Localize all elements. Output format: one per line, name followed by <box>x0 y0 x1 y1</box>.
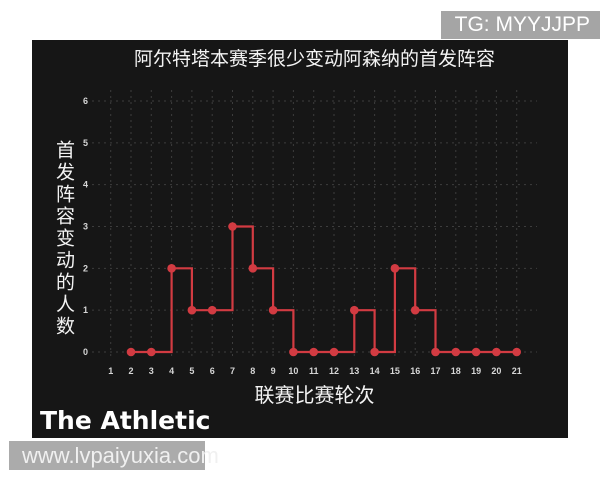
svg-text:6: 6 <box>210 366 215 376</box>
svg-text:14: 14 <box>370 366 380 376</box>
telegram-badge: TG: MYYJJPP <box>440 11 600 39</box>
svg-text:17: 17 <box>430 366 440 376</box>
svg-text:0: 0 <box>83 347 88 357</box>
svg-text:3: 3 <box>83 222 88 232</box>
svg-text:1: 1 <box>108 366 113 376</box>
svg-text:19: 19 <box>471 366 481 376</box>
svg-text:8: 8 <box>250 366 255 376</box>
svg-text:18: 18 <box>451 366 461 376</box>
svg-text:4: 4 <box>169 366 174 376</box>
svg-text:2: 2 <box>83 263 88 273</box>
svg-text:21: 21 <box>512 366 522 376</box>
svg-text:1: 1 <box>83 305 88 315</box>
svg-text:7: 7 <box>230 366 235 376</box>
svg-text:6: 6 <box>83 96 88 106</box>
svg-text:13: 13 <box>349 366 359 376</box>
svg-text:5: 5 <box>189 366 194 376</box>
svg-text:11: 11 <box>309 366 319 376</box>
svg-text:3: 3 <box>149 366 154 376</box>
y-axis-label: 首发阵容变动的人数 <box>53 140 74 338</box>
chart-title: 阿尔特塔本赛季很少变动阿森纳的首发阵容 <box>133 49 495 70</box>
svg-text:16: 16 <box>410 366 420 376</box>
the-athletic-logo: The Athletic <box>40 406 211 435</box>
svg-text:4: 4 <box>83 180 88 190</box>
svg-text:5: 5 <box>83 138 88 148</box>
svg-text:20: 20 <box>491 366 501 376</box>
watermark-url: www.lvpaiyuxia.com <box>9 441 219 470</box>
x-axis-label: 联赛比赛轮次 <box>254 385 375 407</box>
svg-text:10: 10 <box>288 366 298 376</box>
svg-text:2: 2 <box>128 366 133 376</box>
svg-text:15: 15 <box>390 366 400 376</box>
svg-text:9: 9 <box>271 366 276 376</box>
svg-text:12: 12 <box>329 366 339 376</box>
